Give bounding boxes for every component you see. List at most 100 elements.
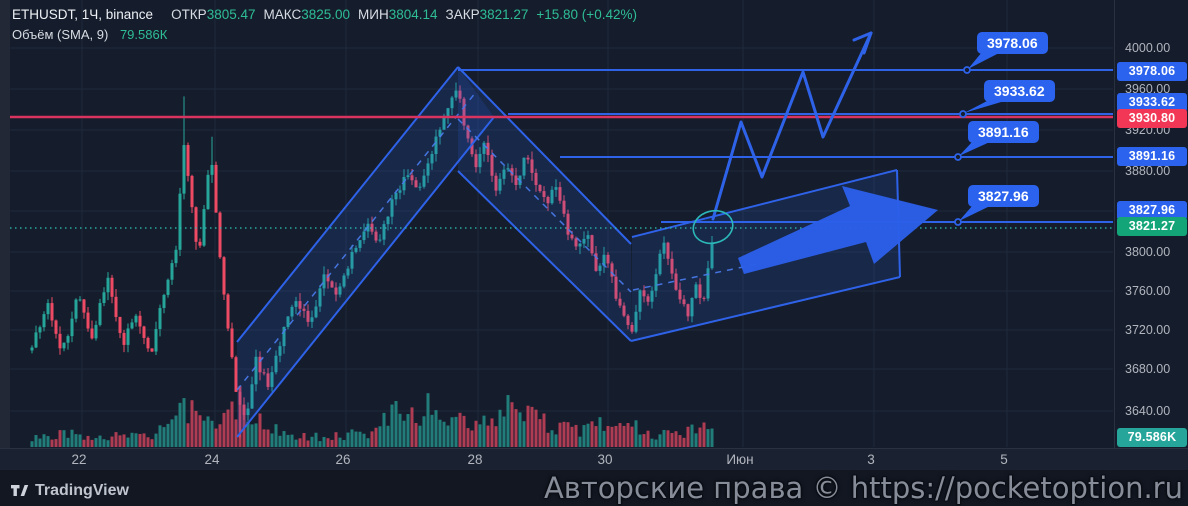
- candle-body: [590, 235, 594, 254]
- candle-body: [462, 98, 466, 126]
- volume-bar: [630, 426, 634, 447]
- high-value: 3825.00: [301, 7, 351, 22]
- volume-bar: [266, 429, 270, 447]
- volume-bar: [534, 409, 538, 447]
- candle-body: [198, 241, 202, 246]
- candle-body: [50, 303, 54, 321]
- arrow-drawings[interactable]: [690, 31, 938, 274]
- candle-body: [546, 196, 550, 204]
- volume-bar: [146, 437, 150, 447]
- channel-midline: [457, 118, 632, 293]
- candle-body: [218, 212, 222, 258]
- volume-bar: [530, 406, 534, 447]
- candle-body: [210, 164, 214, 175]
- candle-body: [578, 243, 582, 247]
- candle-body: [322, 274, 326, 289]
- candle-body: [422, 175, 426, 187]
- legend-ohlc-row: ETHUSDT, 1Ч, binance ОТКР3805.47 МАКС3825.…: [12, 6, 637, 24]
- candle-body: [166, 279, 170, 295]
- price-axis-badge: 3933.62: [1117, 92, 1187, 112]
- volume-bar: [638, 434, 642, 447]
- volume-bar: [226, 409, 230, 447]
- candle-body: [678, 289, 682, 300]
- volume-bar: [286, 434, 290, 447]
- volume-bar: [414, 422, 418, 447]
- volume-bar: [494, 426, 498, 447]
- candle-body: [202, 209, 206, 246]
- candle-body: [98, 303, 102, 325]
- time-axis[interactable]: 22 24 26 28 30 Июн 3 5: [0, 448, 1188, 472]
- price-callout[interactable]: 3827.96: [968, 185, 1039, 207]
- low-label: МИН: [358, 7, 389, 22]
- price-callout[interactable]: 3978.06: [977, 32, 1048, 54]
- volume-bar: [178, 402, 182, 447]
- volume-bar: [202, 420, 206, 447]
- candle-body: [350, 251, 354, 269]
- price-level-lines[interactable]: [0, 52, 1113, 229]
- price-axis[interactable]: 4000.00 3960.00 3920.00 3880.00 3800.00 3760.…: [1114, 0, 1188, 448]
- volume-bar: [82, 439, 86, 447]
- candle-body: [374, 231, 378, 241]
- volume-bar: [518, 412, 522, 447]
- volume-bar: [86, 435, 90, 447]
- volume-bar: [30, 441, 34, 447]
- callout-tail: [968, 52, 1001, 69]
- volume-bar: [246, 421, 250, 447]
- candle-body: [134, 315, 138, 323]
- price-callout[interactable]: 3891.16: [968, 121, 1039, 143]
- volume-bar: [326, 438, 330, 447]
- zigzag-arrowhead: [862, 31, 873, 55]
- level-anchor-dot: [959, 110, 967, 118]
- volume-indicator-label[interactable]: Объём (SMA, 9): [12, 27, 109, 42]
- copyright-watermark: Авторские права © https://pocketoption.r…: [543, 471, 1183, 505]
- candle-body: [406, 175, 410, 178]
- trend-arrow: [738, 186, 938, 274]
- breakout-circle: [692, 209, 734, 245]
- close-value: 3821.27: [479, 7, 529, 22]
- volume-bar: [562, 421, 566, 447]
- volume-bar: [54, 439, 58, 447]
- candle-body: [474, 154, 478, 168]
- volume-bar: [662, 429, 666, 447]
- candle-body: [382, 224, 386, 240]
- time-tick-label: 22: [71, 452, 87, 467]
- candle-body: [490, 155, 494, 176]
- candle-body: [222, 257, 226, 295]
- volume-bar: [698, 427, 702, 447]
- candle-body: [90, 328, 94, 339]
- candle-body: [170, 263, 174, 280]
- candle-body: [666, 242, 670, 259]
- price-tick-label: 3680.00: [1125, 362, 1171, 376]
- volume-bar: [514, 409, 518, 447]
- volume-bar: [590, 421, 594, 447]
- high-label: МАКС: [263, 7, 302, 22]
- volume-bar: [374, 427, 378, 447]
- volume-bar: [166, 423, 170, 447]
- volume-bar: [42, 434, 46, 447]
- volume-bar: [594, 426, 598, 447]
- candle-body: [70, 318, 74, 337]
- candle-body: [622, 305, 626, 316]
- volume-bar: [474, 420, 478, 447]
- volume-bar: [314, 432, 318, 447]
- volume-bar: [522, 421, 526, 447]
- price-callout[interactable]: 3933.62: [984, 80, 1055, 102]
- candle-body: [482, 142, 486, 154]
- candle-body: [570, 234, 574, 239]
- volume-bar: [318, 441, 322, 447]
- tradingview-logo[interactable]: TradingView: [10, 481, 129, 500]
- candle-body: [378, 239, 382, 241]
- volume-bar: [350, 429, 354, 447]
- volume-bar: [346, 432, 350, 447]
- price-tick-label: 4000.00: [1125, 41, 1171, 55]
- volume-bar: [450, 417, 454, 447]
- candle-body: [598, 265, 602, 271]
- volume-bar: [90, 439, 94, 447]
- volume-bar: [134, 433, 138, 447]
- candle-body: [458, 90, 462, 99]
- time-tick-label: 5: [1000, 452, 1008, 467]
- symbol-title[interactable]: ETHUSDT, 1Ч, binance: [12, 7, 154, 22]
- candle-body: [282, 327, 286, 347]
